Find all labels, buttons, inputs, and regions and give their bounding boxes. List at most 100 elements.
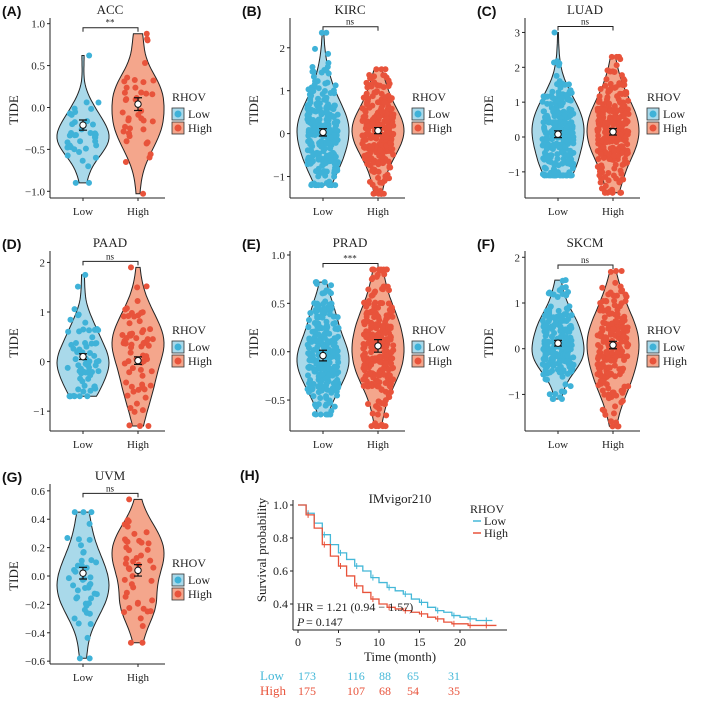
data-point-high	[369, 132, 376, 139]
y-axis-label: TIDE	[246, 95, 261, 125]
data-point-low	[77, 138, 84, 145]
data-point-high	[602, 411, 609, 418]
risk-table-label-high: High	[260, 683, 287, 698]
data-point-low	[548, 128, 555, 135]
data-point-low	[566, 172, 573, 179]
data-point-high	[383, 412, 390, 419]
data-point-low	[92, 134, 99, 141]
data-point-low	[332, 379, 339, 386]
legend-dot-low	[649, 343, 657, 351]
data-point-high	[126, 125, 133, 132]
data-point-low	[329, 368, 336, 375]
x-tick-label: 0	[295, 635, 301, 649]
data-point-low	[561, 111, 568, 118]
mean-marker	[374, 126, 382, 135]
y-tick-label: 0	[40, 357, 46, 369]
data-point-low	[83, 343, 90, 350]
data-point-low	[327, 411, 334, 418]
data-point-high	[602, 124, 609, 131]
data-point-low	[563, 292, 570, 299]
data-point-high	[597, 330, 604, 337]
data-point-low	[64, 139, 71, 146]
data-point-high	[611, 147, 618, 154]
data-point-high	[597, 179, 604, 186]
data-point-low	[310, 393, 317, 400]
data-point-high	[597, 85, 604, 92]
x-tick-label: Low	[73, 439, 93, 451]
data-point-low	[317, 142, 324, 149]
data-point-high	[382, 133, 389, 140]
data-point-low	[75, 620, 82, 627]
data-point-high	[601, 314, 608, 321]
data-point-high	[619, 143, 626, 150]
data-point-high	[618, 72, 625, 79]
data-point-high	[140, 79, 147, 86]
data-point-high	[604, 129, 611, 136]
mean-marker	[134, 100, 142, 108]
data-point-low	[563, 357, 570, 364]
data-point-high	[623, 339, 630, 346]
data-point-low	[72, 356, 79, 363]
data-point-high	[389, 308, 396, 315]
data-point-high	[594, 108, 601, 115]
data-point-low	[308, 87, 315, 94]
data-point-high	[597, 151, 604, 158]
data-point-low	[549, 396, 556, 402]
data-point-high	[605, 385, 612, 392]
data-point-high	[127, 405, 134, 412]
data-point-high	[387, 140, 394, 147]
legend-dot-low	[174, 343, 182, 351]
data-point-high	[145, 540, 152, 547]
y-tick-label: 0	[515, 344, 521, 356]
data-point-low	[567, 383, 574, 390]
data-point-high	[372, 299, 379, 306]
data-point-high	[363, 332, 370, 339]
data-point-high	[150, 564, 157, 571]
mean-marker	[134, 356, 142, 365]
data-point-high	[366, 123, 373, 130]
data-point-low	[546, 391, 553, 398]
data-point-low	[540, 93, 547, 100]
significance-bracket	[322, 26, 379, 31]
data-point-low	[552, 160, 559, 167]
data-point-high	[140, 126, 147, 133]
data-point-low	[317, 395, 324, 402]
y-tick-label: 0.6	[273, 564, 288, 578]
y-tick-label: 1	[515, 97, 521, 109]
y-tick-label: −1	[273, 172, 285, 184]
data-point-low	[315, 155, 322, 162]
data-point-high	[369, 410, 376, 417]
data-point-high	[133, 400, 140, 407]
data-point-high	[147, 557, 154, 564]
data-point-low	[73, 595, 80, 602]
data-point-low	[563, 334, 570, 341]
data-point-low	[71, 615, 78, 622]
data-point-high	[388, 349, 395, 356]
legend-label-high: High	[188, 354, 212, 368]
data-point-low	[332, 126, 339, 133]
data-point-low	[330, 87, 337, 94]
data-point-high	[145, 423, 152, 430]
y-tick-label: −1	[33, 406, 45, 418]
data-point-low	[65, 575, 72, 582]
data-point-high	[373, 321, 380, 328]
data-point-low	[554, 151, 561, 158]
data-point-low	[566, 324, 573, 331]
data-point-high	[137, 366, 144, 373]
data-point-low	[331, 102, 338, 109]
p-value: = 0.147	[306, 615, 343, 629]
data-point-low	[75, 386, 82, 393]
x-tick-label: High	[127, 206, 150, 218]
data-point-low	[311, 81, 318, 88]
data-point-low	[315, 95, 322, 102]
y-axis-label: Survival probability	[254, 497, 269, 602]
data-point-high	[385, 83, 392, 90]
data-point-high	[126, 605, 133, 612]
data-point-high	[119, 109, 126, 116]
risk-count: 88	[379, 669, 391, 683]
risk-count: 68	[379, 684, 391, 698]
data-point-low	[325, 116, 332, 123]
data-point-high	[376, 353, 383, 360]
